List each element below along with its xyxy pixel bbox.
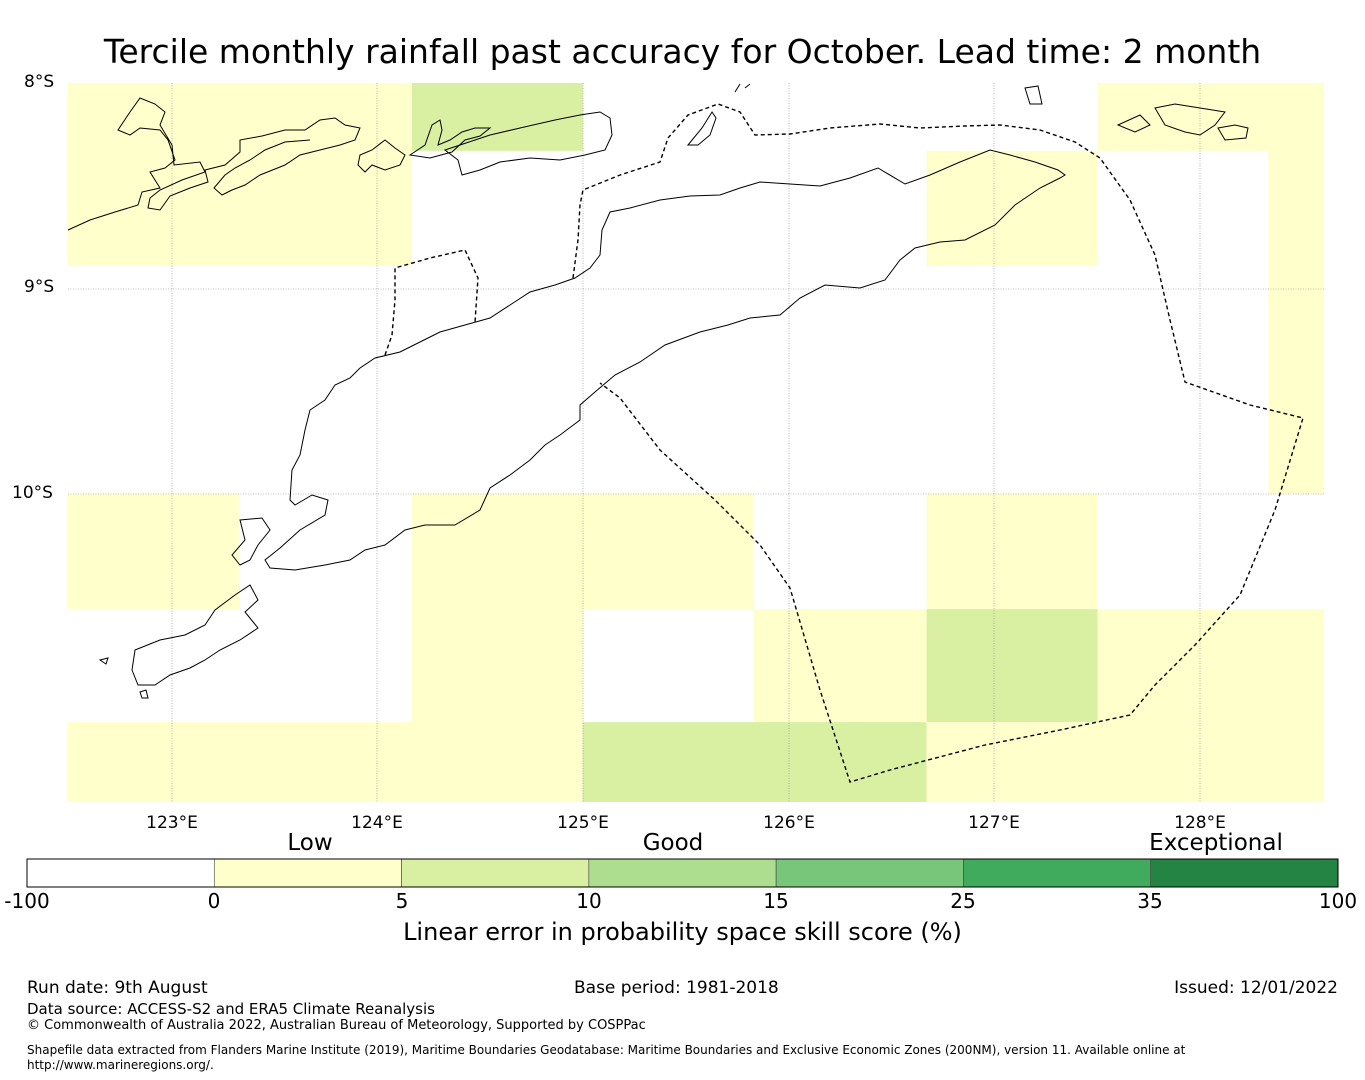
shapefile-credit: Shapefile data extracted from Flanders M…	[27, 1043, 1186, 1072]
coastline-ilet2	[139, 689, 149, 699]
copyright: © Commonwealth of Australia 2022, Austra…	[27, 1018, 646, 1033]
grid-cells-layer	[68, 83, 1324, 802]
colorbar-tick: -100	[4, 889, 50, 913]
grid-cell	[68, 83, 412, 266]
colorbar-swatch	[401, 858, 590, 888]
data-source: Data source: ACCESS-S2 and ERA5 Climate …	[27, 1000, 435, 1018]
colorbar-swatch	[213, 858, 402, 888]
run-date: Run date: 9th August	[27, 978, 208, 998]
colorbar-tick: 5	[395, 889, 409, 913]
colorbar-tick: 15	[763, 889, 789, 913]
grid-cell	[1268, 150, 1324, 494]
colorbar-tick: 100	[1318, 889, 1358, 913]
lat-label-9s: 9°S	[24, 277, 55, 297]
lon-label-126e: 126°E	[763, 813, 815, 833]
eez-boundary-west	[384, 249, 479, 356]
grid-cell	[411, 83, 583, 151]
coastlines	[67, 83, 1249, 699]
gridlines	[68, 83, 1324, 802]
colorbar-label: Linear error in probability space skill …	[403, 918, 962, 946]
colorbar-swatch	[963, 858, 1152, 888]
coastline-islet-top	[1024, 85, 1043, 105]
coastline-timor	[264, 149, 1066, 571]
grid-cell	[926, 494, 1098, 610]
base-period: Base period: 1981-2018	[574, 978, 779, 998]
coastline-wetar	[443, 111, 613, 176]
grid-cell	[926, 722, 1324, 802]
lat-label-10s: 10°S	[12, 483, 53, 503]
colorbar-group-good: Good	[642, 830, 704, 856]
grid-cell	[753, 609, 927, 723]
coastline-sawu	[131, 584, 259, 686]
colorbar-tick: 35	[1137, 889, 1163, 913]
coastline-ilet	[98, 657, 109, 665]
colorbar-tick: 25	[950, 889, 976, 913]
grid-cell	[68, 722, 583, 802]
coastline-top-small	[734, 83, 751, 93]
colorbar-swatch	[26, 858, 215, 888]
lon-label-125e: 125°E	[557, 813, 609, 833]
coastline-jaco	[686, 111, 717, 146]
grid-cell	[68, 494, 239, 610]
colorbar-tick: 0	[207, 889, 221, 913]
grid-cell	[582, 722, 927, 802]
colorbar-group-exceptional: Exceptional	[1149, 830, 1283, 856]
grid-cell	[926, 609, 1098, 723]
lat-label-8s: 8°S	[24, 72, 55, 92]
maritime-boundaries	[384, 103, 1304, 783]
lon-label-127e: 127°E	[968, 813, 1020, 833]
colorbar-tick: 10	[576, 889, 602, 913]
coastline-ne-islands	[1116, 103, 1249, 141]
lon-label-124e: 124°E	[351, 813, 403, 833]
issued-date: Issued: 12/01/2022	[1174, 978, 1338, 998]
coastline-alor	[408, 119, 492, 159]
map-title: Tercile monthly rainfall past accuracy f…	[103, 32, 1262, 71]
colorbar-swatch	[1150, 858, 1339, 888]
grid-cell	[411, 609, 583, 723]
lon-label-123e: 123°E	[146, 813, 198, 833]
lon-label-128e: 128°E	[1174, 813, 1226, 833]
colorbar-group-low: Low	[287, 830, 333, 856]
eez-boundary-north	[572, 103, 1304, 783]
colorbar-swatch	[588, 858, 777, 888]
coastline-small-island	[357, 139, 406, 173]
colorbar-swatch	[775, 858, 964, 888]
coastline-rote	[231, 517, 271, 566]
coastline-north-islands	[67, 97, 361, 231]
